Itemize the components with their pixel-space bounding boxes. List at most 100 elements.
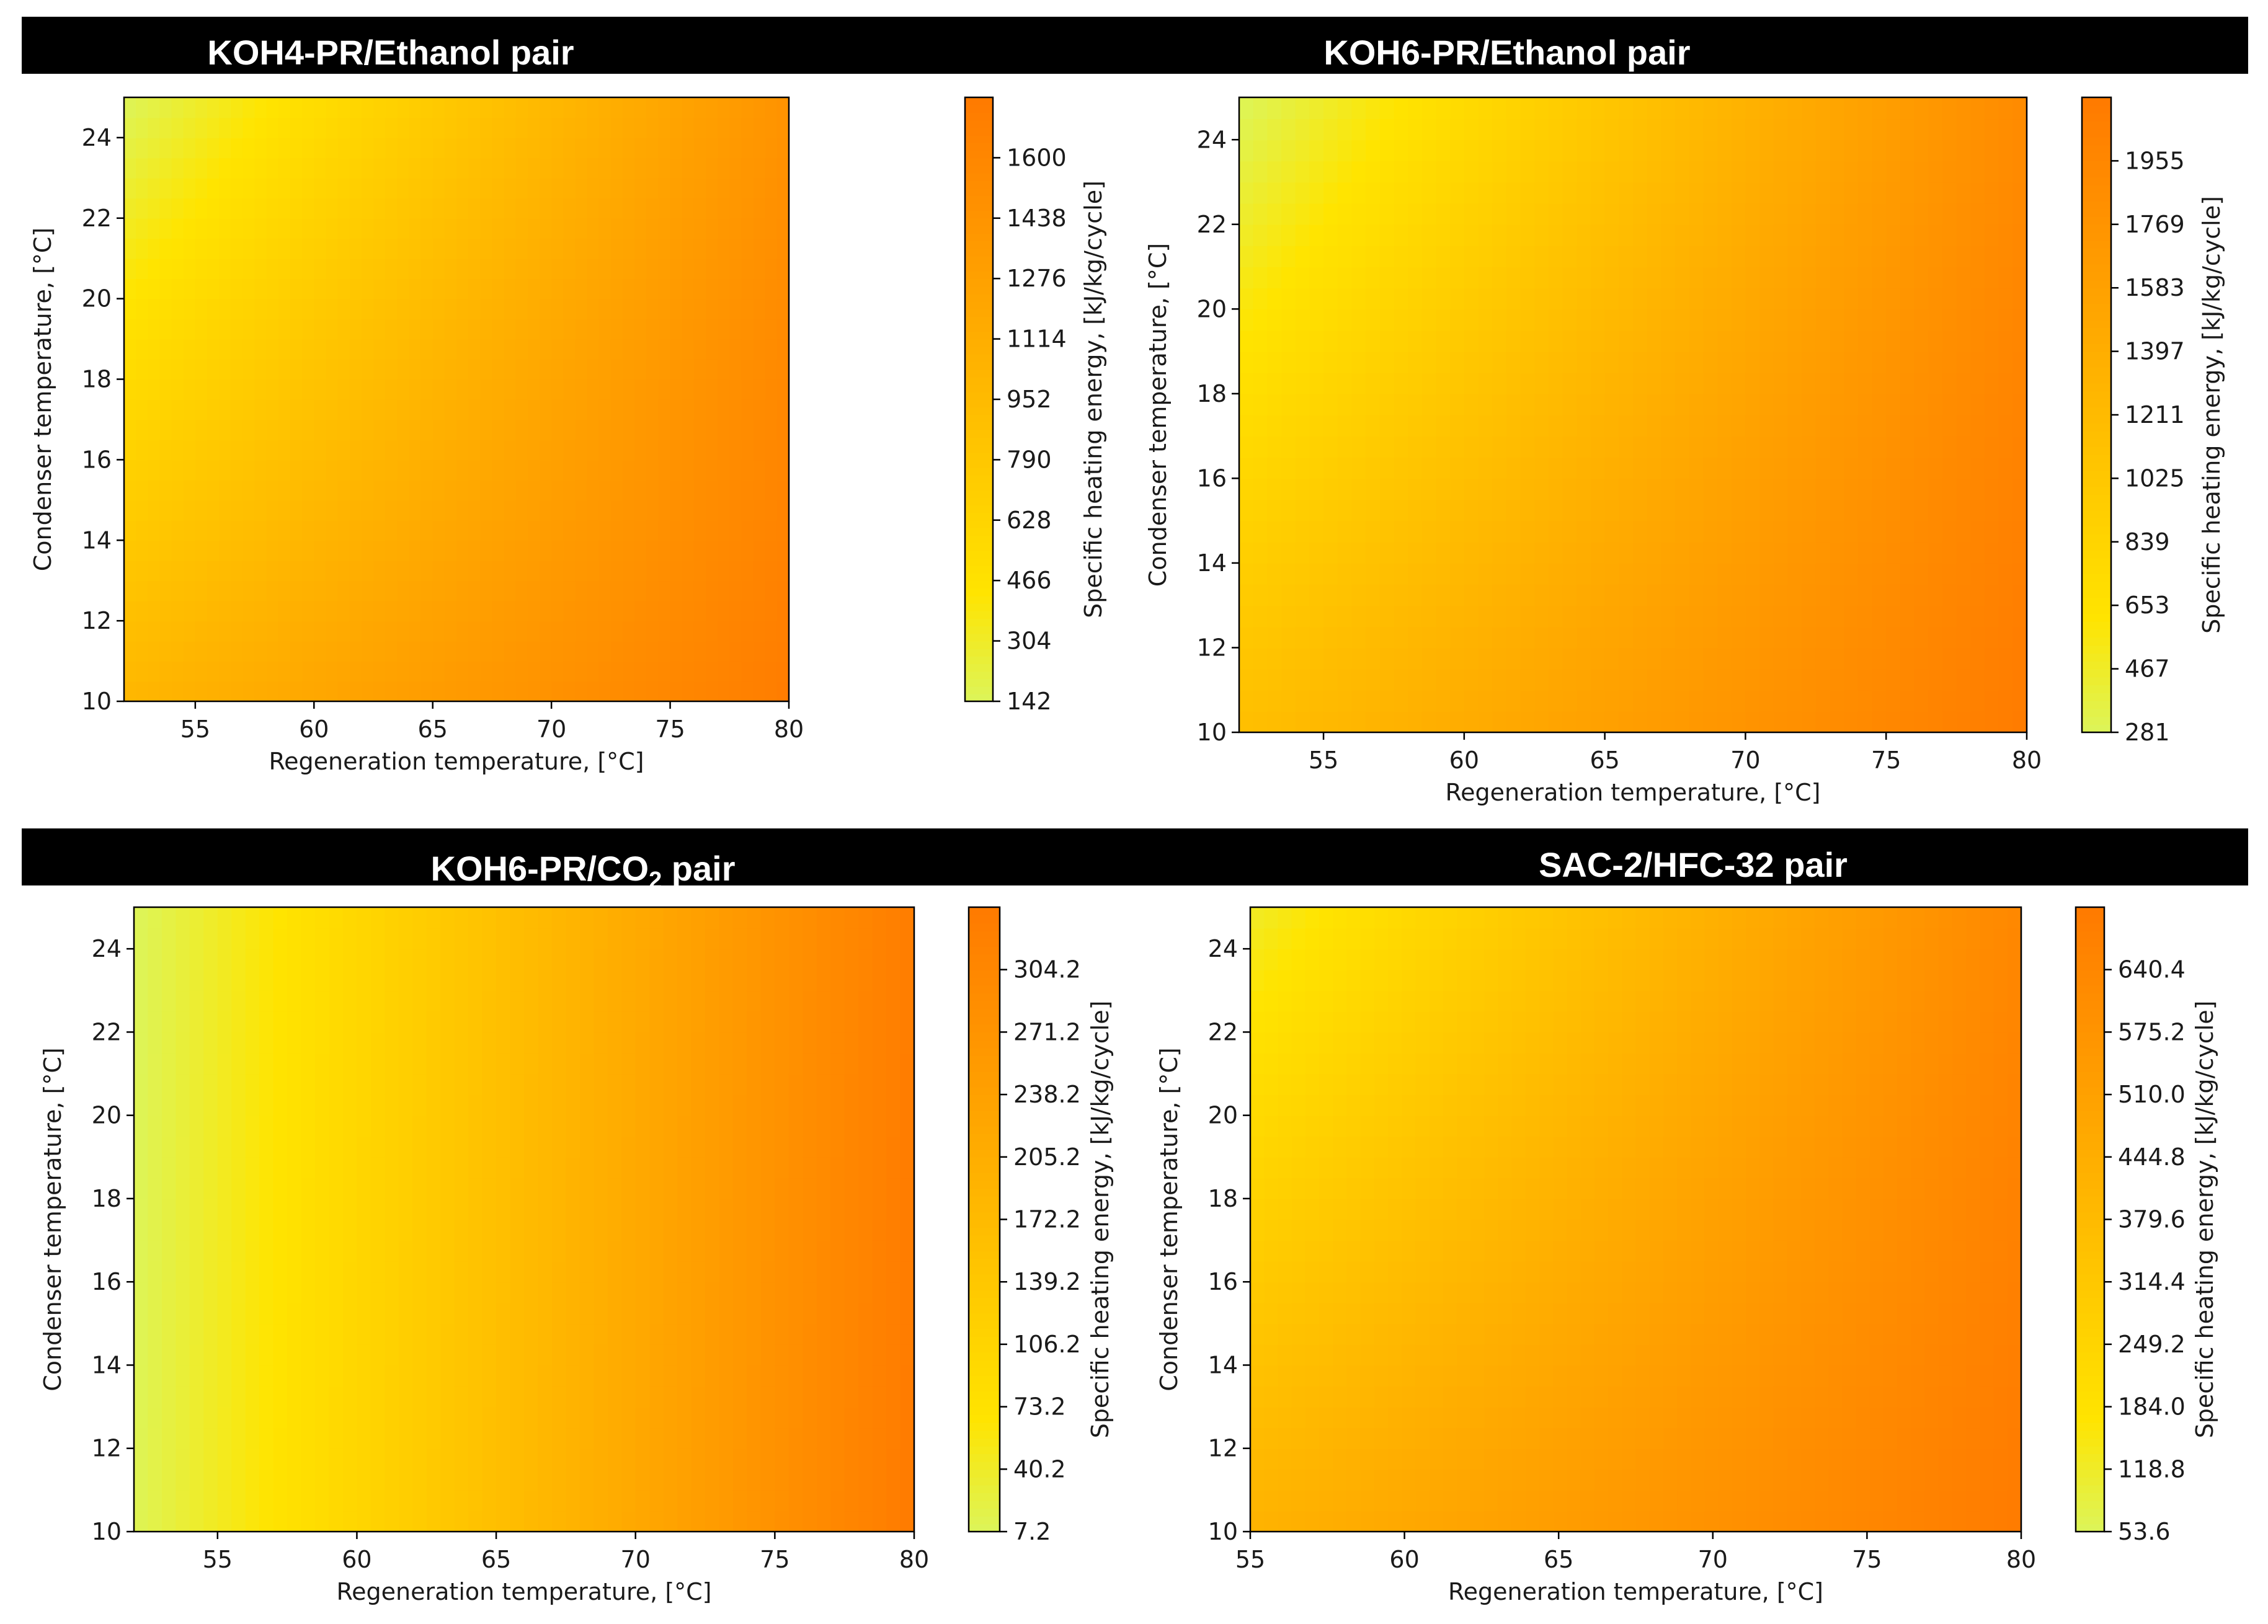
heatmap-cell xyxy=(765,298,778,320)
heatmap-cell xyxy=(732,1469,748,1491)
heatmap-cell xyxy=(217,928,233,950)
heatmap-cell xyxy=(718,238,731,259)
heatmap-cell xyxy=(326,641,339,662)
heatmap-cell xyxy=(409,319,422,340)
heatmap-cell xyxy=(510,1323,525,1345)
heatmap-cell xyxy=(1731,499,1746,521)
x-tick-label: 70 xyxy=(1730,747,1760,774)
heatmap-cell xyxy=(217,1511,233,1532)
heatmap-cell xyxy=(1450,647,1465,670)
heatmap-cell xyxy=(315,1448,330,1470)
heatmap-cell xyxy=(482,1489,497,1512)
heatmap-cell xyxy=(551,399,564,420)
heatmap-cell xyxy=(747,990,762,1012)
heatmap-cell xyxy=(1661,118,1676,141)
heatmap-cell xyxy=(385,177,398,199)
heatmap-cell xyxy=(621,1219,636,1241)
title-subscript: 2 xyxy=(649,867,662,894)
heatmap-cell xyxy=(551,540,564,561)
heatmap-cell xyxy=(1337,436,1353,458)
heatmap-cell xyxy=(1773,182,1789,204)
heatmap-cell xyxy=(454,1489,469,1512)
heatmap-cell xyxy=(287,1198,302,1220)
heatmap-cell xyxy=(594,949,608,970)
heatmap-cell xyxy=(515,479,528,501)
colorbar-band xyxy=(2082,446,2111,455)
heatmap-cell xyxy=(337,379,350,400)
heatmap-cell xyxy=(426,1156,442,1179)
colorbar-band xyxy=(965,150,993,159)
heatmap-cell xyxy=(1689,393,1704,415)
heatmap-cell xyxy=(729,641,742,662)
heatmap-cell xyxy=(566,1448,580,1470)
colorbar-band xyxy=(2082,455,2111,463)
colorbar-band xyxy=(965,437,993,445)
heatmap-cell xyxy=(254,158,267,179)
heatmap-cell xyxy=(409,177,422,199)
heatmap-cell xyxy=(1464,97,1479,120)
heatmap-cell xyxy=(670,399,683,420)
heatmap-cell xyxy=(1548,140,1563,162)
heatmap-cell xyxy=(266,379,279,400)
heatmap-cell xyxy=(203,907,218,929)
heatmap-cell xyxy=(753,459,766,481)
heatmap-cell xyxy=(677,1302,692,1324)
heatmap-cell xyxy=(1689,372,1704,394)
heatmap-cell xyxy=(217,1136,233,1158)
heatmap-cell xyxy=(510,907,525,929)
heatmap-cell xyxy=(1745,690,1761,712)
heatmap-cell xyxy=(587,177,600,199)
heatmap-cell xyxy=(420,681,434,702)
heatmap-cell xyxy=(1773,499,1789,521)
heatmap-cell xyxy=(361,661,374,682)
heatmap-cell xyxy=(527,600,540,622)
heatmap-cell xyxy=(1759,330,1774,352)
heatmap-cell xyxy=(1408,520,1423,543)
heatmap-cell xyxy=(1717,711,1732,733)
heatmap-cell xyxy=(1633,415,1648,437)
heatmap-cell xyxy=(1942,520,1957,543)
heatmap-cell xyxy=(658,479,671,501)
heatmap-cell xyxy=(1590,478,1606,500)
heatmap-cell xyxy=(1366,520,1381,543)
heatmap-cell xyxy=(1478,309,1493,331)
x-axis-label: Regeneration temperature, [°C] xyxy=(1445,779,1820,806)
heatmap-cell xyxy=(203,990,218,1012)
heatmap-cell xyxy=(290,500,303,521)
heatmap-cell xyxy=(456,439,469,461)
heatmap-cell xyxy=(598,459,611,481)
heatmap-cell xyxy=(1970,203,1985,225)
heatmap-cell xyxy=(551,520,564,541)
heatmap-cell xyxy=(594,928,608,950)
heatmap-cell xyxy=(718,540,731,561)
heatmap-cell xyxy=(245,949,260,970)
heatmap-cell xyxy=(231,1240,246,1262)
heatmap-cell xyxy=(342,1365,358,1387)
heatmap-cell xyxy=(551,419,564,440)
heatmap-cell xyxy=(649,1115,664,1137)
heatmap-cell xyxy=(468,1178,483,1199)
heatmap-cell xyxy=(1647,711,1662,733)
heatmap-cell xyxy=(259,1073,274,1095)
heatmap-cell xyxy=(575,661,588,682)
heatmap-cell xyxy=(1450,267,1465,289)
heatmap-cell xyxy=(1267,393,1282,415)
heatmap-cell xyxy=(527,379,540,400)
heatmap-cell xyxy=(1745,372,1761,394)
heatmap-cell xyxy=(454,1011,469,1033)
heatmap-cell xyxy=(1759,584,1774,606)
heatmap-cell xyxy=(1703,478,1718,500)
colorbar-band xyxy=(2082,557,2111,567)
heatmap-cell xyxy=(1928,584,1943,606)
heatmap-cell xyxy=(598,600,611,622)
heatmap-cell xyxy=(1576,436,1591,458)
heatmap-cell xyxy=(432,158,445,179)
heatmap-cell xyxy=(314,258,327,280)
heatmap-cell xyxy=(426,969,442,992)
heatmap-cell xyxy=(496,1115,511,1137)
heatmap-cell xyxy=(691,1156,706,1179)
heatmap-cell xyxy=(159,218,172,239)
heatmap-cell xyxy=(302,479,315,501)
heatmap-cell xyxy=(649,1198,664,1220)
heatmap-cell xyxy=(245,1240,260,1262)
